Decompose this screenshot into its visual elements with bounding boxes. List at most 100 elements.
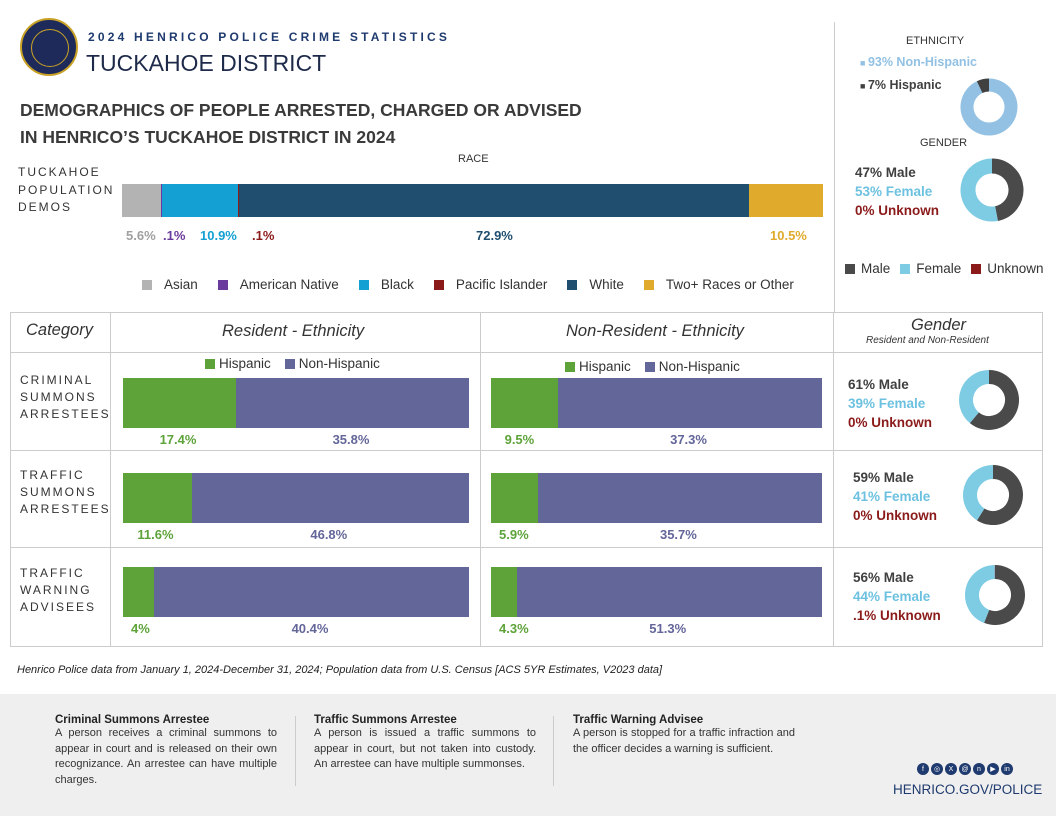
legend-label: Black bbox=[380, 277, 414, 292]
population-label-line: DEMOS bbox=[18, 200, 73, 214]
nonresident-non-hispanic-label-traffic-summons: 35.7% bbox=[659, 527, 697, 542]
nonresident-hispanic-label-traffic-summons: 5.9% bbox=[499, 527, 529, 542]
legend-female: Female bbox=[900, 261, 961, 276]
legend-swatch bbox=[284, 358, 295, 369]
nonresident-hispanic-label-criminal-summons: 9.5% bbox=[504, 432, 535, 447]
legend-non-hispanic: Non-Hispanic bbox=[644, 359, 740, 374]
ethnicity-hispanic-label: ■ 7% Hispanic bbox=[860, 78, 942, 92]
legend-american-native: American Native bbox=[217, 277, 339, 292]
social-icons: f ◎ X @ n ▶ in bbox=[917, 763, 1015, 775]
row-label-line: ARRESTEES bbox=[20, 502, 111, 516]
donut-slice-female bbox=[963, 465, 994, 521]
legend-swatch bbox=[643, 279, 654, 290]
race-stacked-bar bbox=[122, 184, 823, 217]
legend-swatch bbox=[900, 263, 911, 274]
table-col-divider bbox=[833, 312, 834, 647]
legend-swatch bbox=[433, 279, 444, 290]
legend-swatch bbox=[567, 279, 578, 290]
gender-legend: Male Female Unknown bbox=[845, 261, 1044, 276]
donut-slice-male bbox=[991, 158, 1024, 221]
donut-slice-hispanic bbox=[976, 78, 990, 94]
nonresident-non-hispanic-bar-traffic-warning bbox=[516, 567, 822, 617]
resident-hispanic-bar-traffic-summons bbox=[123, 473, 192, 523]
footer-divider bbox=[295, 716, 296, 786]
main-title-line2: IN HENRICO’S TUCKAHOE DISTRICT IN 2024 bbox=[20, 127, 396, 147]
resident-non-hispanic-bar-traffic-warning bbox=[154, 567, 469, 617]
row-label-line: CRIMINAL bbox=[20, 373, 94, 387]
race-bar-segment-american-native bbox=[161, 184, 163, 217]
row-label-line: SUMMONS bbox=[20, 390, 97, 404]
donut-slice-female bbox=[959, 370, 990, 424]
race-bar-segment-two-plus bbox=[749, 184, 823, 217]
legend-swatch bbox=[142, 279, 152, 290]
gender-male-label: 56% Male bbox=[853, 570, 914, 585]
panel-divider bbox=[834, 22, 835, 312]
race-value-label-two-plus: 10.5% bbox=[770, 228, 807, 243]
gender-unknown-label: 0% Unknown bbox=[855, 203, 940, 218]
gender-donut-criminal bbox=[959, 370, 1019, 430]
main-title-line1: DEMOGRAPHICS OF PEOPLE ARRESTED, CHARGED… bbox=[20, 100, 582, 120]
header-nonresident: Non-Resident - Ethnicity bbox=[566, 322, 744, 340]
row-label-line: WARNING bbox=[20, 583, 92, 597]
row-label-traffic-warning: TRAFFIC WARNING ADVISEES bbox=[20, 565, 96, 616]
row-label-line: ARRESTEES bbox=[20, 407, 111, 421]
instagram-icon[interactable]: ◎ bbox=[931, 763, 943, 775]
nonresident-non-hispanic-bar-criminal-summons bbox=[558, 378, 822, 428]
legend-hispanic: Hispanic bbox=[205, 356, 271, 371]
race-title: RACE bbox=[458, 153, 489, 165]
ethnicity-donut bbox=[960, 78, 1018, 136]
legend-label: Unknown bbox=[987, 261, 1044, 276]
resident-non-hispanic-label-traffic-summons: 46.8% bbox=[310, 527, 348, 542]
legend-label: Two+ Races or Other bbox=[665, 277, 794, 292]
header-resident: Resident - Ethnicity bbox=[222, 322, 365, 340]
legend-label: White bbox=[589, 277, 624, 292]
gender-female-label: 44% Female bbox=[853, 589, 931, 604]
donut-slice-male bbox=[976, 465, 1023, 525]
legend-black: Black bbox=[358, 277, 414, 292]
race-legend: Asian American Native Black Pacific Isla… bbox=[142, 277, 814, 292]
legend-unknown: Unknown bbox=[971, 261, 1044, 276]
race-value-label-white: 72.9% bbox=[476, 228, 513, 243]
definition-traffic-warning: Traffic Warning Advisee A person is stop… bbox=[573, 714, 795, 757]
resident-hispanic-label-criminal-summons: 17.4% bbox=[159, 432, 197, 447]
legend-pacific-islander: Pacific Islander bbox=[433, 277, 547, 292]
donut-slice-non-hispanic bbox=[960, 78, 1018, 136]
legend-label: Asian bbox=[164, 277, 198, 292]
table-border-header bbox=[10, 352, 1043, 353]
legend-label: Non-Hispanic bbox=[658, 359, 740, 374]
definition-body: A person receives a criminal summons to … bbox=[55, 727, 277, 786]
resident-hispanic-label-traffic-summons: 11.6% bbox=[137, 527, 174, 542]
gender-row-traffic-warning: 56% Male 44% Female .1% Unknown bbox=[853, 568, 941, 625]
nonresident-hispanic-bar-criminal-summons bbox=[491, 378, 559, 428]
table-border-left bbox=[10, 312, 11, 647]
table-border-top bbox=[10, 312, 1043, 313]
facebook-icon[interactable]: f bbox=[917, 763, 929, 775]
legend-label: Male bbox=[861, 261, 891, 276]
legend-swatch bbox=[358, 279, 369, 290]
website-link[interactable]: HENRICO.GOV/POLICE bbox=[893, 782, 1043, 797]
table-border-row bbox=[10, 450, 1043, 451]
donut-slice-female bbox=[965, 565, 996, 623]
nonresident-legend: Hispanic Non-Hispanic bbox=[565, 359, 760, 374]
legend-non-hispanic: Non-Hispanic bbox=[284, 356, 380, 371]
gender-row-criminal: 61% Male 39% Female 0% Unknown bbox=[848, 375, 932, 432]
legend-two-plus: Two+ Races or Other bbox=[643, 277, 794, 292]
race-value-label-black: 10.9% bbox=[200, 228, 237, 243]
resident-hispanic-bar-criminal-summons bbox=[123, 378, 237, 428]
nextdoor-icon[interactable]: n bbox=[973, 763, 985, 775]
legend-label: Female bbox=[916, 261, 962, 276]
henrico-police-logo bbox=[20, 18, 78, 76]
x-icon[interactable]: X bbox=[945, 763, 957, 775]
gender-female-label: 39% Female bbox=[848, 396, 926, 411]
threads-icon[interactable]: @ bbox=[959, 763, 971, 775]
gender-title: GENDER bbox=[920, 137, 968, 149]
race-bar-segment-black bbox=[161, 184, 239, 217]
nonresident-hispanic-label-traffic-warning: 4.3% bbox=[499, 621, 529, 636]
gender-male-label: 61% Male bbox=[848, 377, 909, 392]
row-label-criminal-summons: CRIMINAL SUMMONS ARRESTEES bbox=[20, 372, 111, 423]
linkedin-icon[interactable]: in bbox=[1001, 763, 1013, 775]
table-border-row bbox=[10, 547, 1043, 548]
donut-slice-male bbox=[969, 370, 1019, 430]
legend-label: Non-Hispanic bbox=[298, 356, 380, 371]
youtube-icon[interactable]: ▶ bbox=[987, 763, 999, 775]
